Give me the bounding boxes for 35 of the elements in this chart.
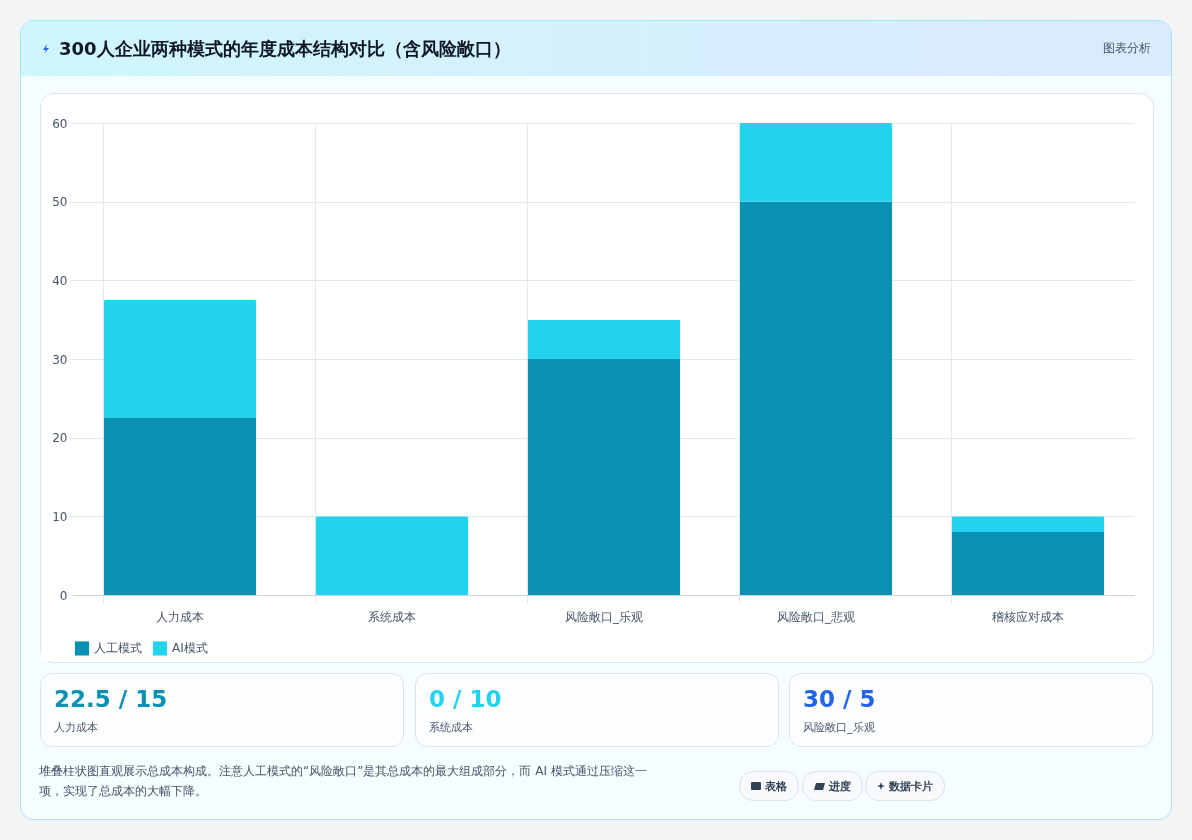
bar [527,319,681,359]
text: 堆叠柱状图直观展示总成本构成。注意人工模式的“风险敞口”是其总成本的最大组成部分，而 AI 模式通过压缩这一项，实现了总成本的大幅下降。 [39,763,648,800]
bar [103,300,257,418]
x-tick-label: 风险敞口_乐观 [565,609,643,624]
y-tick-label: 10 [52,509,68,524]
bar [951,532,1105,595]
bar [103,418,257,595]
text: 30 / 5 [803,686,876,712]
text: 系统成本 [429,720,473,735]
x-tick-label: 人力成本 [156,609,204,624]
y-tick-label: 50 [52,195,68,210]
text: 风险敞口_乐观 [803,720,875,735]
bar [315,516,469,595]
y-tick-label: 40 [52,273,68,288]
x-tick-label: 稽核应对成本 [992,609,1064,624]
bar [951,516,1105,533]
text: 0 / 10 [429,686,502,712]
legend-label: 人工模式 [94,641,142,656]
chart-title: 300人企业两种模式的年度成本结构对比（含风险敞口） [59,36,512,61]
y-tick-label: 0 [59,588,68,603]
bar [739,123,893,202]
y-tick-label: 30 [52,352,68,367]
y-tick-label: 20 [52,431,68,446]
text: 图表分析 [1103,40,1151,57]
text: 22.5 / 15 [54,686,168,712]
text: 表格 [765,778,787,794]
y-tick-label: 60 [52,116,68,131]
x-tick-label: 风险敞口_悲观 [777,609,855,624]
text: 进度 [829,778,851,794]
text: 人力成本 [54,720,98,735]
bar [739,201,893,595]
x-tick-label: 系统成本 [368,609,416,624]
bar [527,359,681,595]
legend-label: AI模式 [172,641,208,656]
text: 数据卡片 [889,778,933,794]
